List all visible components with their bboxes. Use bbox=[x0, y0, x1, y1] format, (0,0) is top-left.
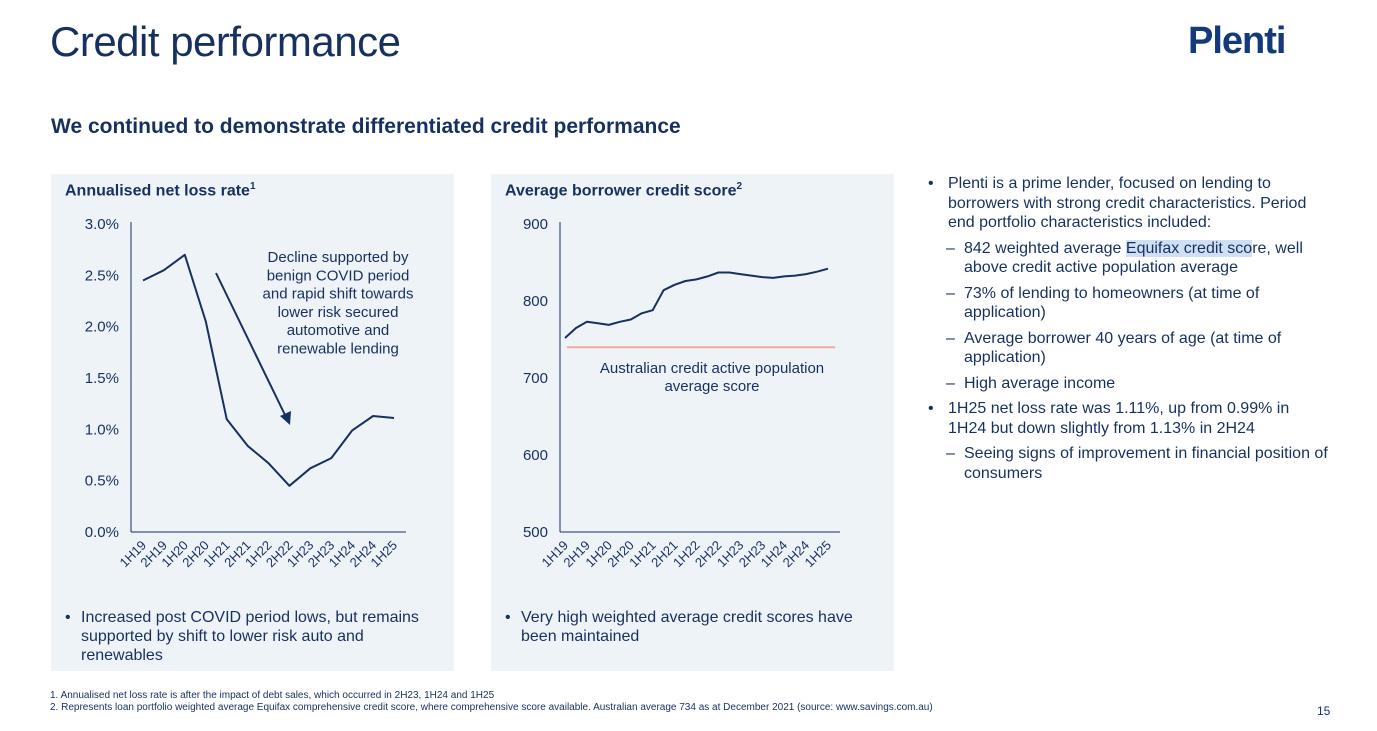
y-tick-label: 500 bbox=[523, 524, 548, 541]
commentary-sub-bullet: – Average borrower 40 years of age (at ti… bbox=[946, 329, 1282, 367]
commentary-sub-bullet: – Seeing signs of improvement in financia… bbox=[946, 445, 1328, 482]
commentary-bullet: • 1H25 net loss rate was 1.11%, up from 0… bbox=[928, 400, 1290, 437]
credit-score-chart: 5006007008009001H192H191H202H201H212H211… bbox=[523, 216, 840, 570]
commentary: • Plenti is a prime lender, focused on le… bbox=[928, 174, 1328, 489]
commentary-sub-bullet: –73% of lending to homeowners (at time o… bbox=[946, 284, 1260, 322]
loss-rate-panel: Annualised net loss rate1 0.0% 0.5% 1.0% 1.… bbox=[51, 174, 454, 671]
footnotes: 1. Annualised net loss rate is after the… bbox=[50, 690, 933, 714]
loss-rate-chart-title: Annualised net loss rate1 bbox=[65, 181, 256, 200]
reference-label: average score bbox=[664, 378, 759, 395]
y-tick-label: 2.0% bbox=[85, 319, 119, 336]
y-tick-label: 0.5% bbox=[85, 473, 119, 490]
y-tick-label: 1.0% bbox=[85, 421, 119, 438]
credit-score-panel: Average borrower credit score2 500 600 700… bbox=[491, 174, 894, 671]
y-tick-label: 700 bbox=[523, 370, 548, 387]
bullet-icon: • bbox=[65, 609, 71, 626]
bullet-icon: • bbox=[928, 175, 934, 192]
credit-score-note: • Very high weighted average credit scor… bbox=[505, 609, 853, 645]
y-tick-label: 0.0% bbox=[85, 524, 119, 541]
highlighted-text: Equifax credit sco bbox=[1125, 239, 1253, 257]
reference-label: Australian credit active population bbox=[600, 360, 824, 377]
annotation-text: benign COVID period bbox=[267, 267, 410, 284]
arrow-head-icon bbox=[280, 411, 291, 425]
annotation-text: automotive and bbox=[287, 322, 390, 339]
section-subtitle: We continued to demonstrate differentiat… bbox=[51, 115, 681, 138]
y-tick-label: 3.0% bbox=[85, 216, 119, 233]
commentary-bullet: • Plenti is a prime lender, focused on le… bbox=[928, 175, 1307, 231]
dash-icon: – bbox=[946, 445, 955, 462]
commentary-sub-bullet: – High average income bbox=[946, 374, 1116, 392]
bullet-icon: • bbox=[505, 609, 511, 626]
y-tick-label: 2.5% bbox=[85, 267, 119, 284]
y-tick-label: 900 bbox=[523, 216, 548, 233]
annotation-text: and rapid shift towards bbox=[263, 286, 414, 303]
footnote-1: 1. Annualised net loss rate is after the… bbox=[50, 690, 495, 701]
series-line bbox=[564, 267, 829, 339]
series-line bbox=[142, 253, 395, 487]
plenti-logo: Plenti bbox=[1188, 20, 1286, 62]
page-title: Credit performance bbox=[50, 18, 401, 65]
annotation-text: renewable lending bbox=[277, 341, 399, 358]
y-tick-label: 1.5% bbox=[85, 370, 119, 387]
footnote-2: 2. Represents loan portfolio weighted av… bbox=[50, 702, 933, 713]
dash-icon: – bbox=[946, 284, 955, 302]
credit-score-chart-title: Average borrower credit score2 bbox=[505, 181, 743, 200]
annotation-text: Decline supported by bbox=[268, 249, 409, 266]
bullet-icon: • bbox=[928, 400, 934, 417]
dash-icon: – bbox=[946, 239, 955, 257]
annotation-arrow-line bbox=[215, 272, 287, 418]
dash-icon: – bbox=[946, 374, 955, 392]
page-number: 15 bbox=[1317, 704, 1331, 718]
loss-rate-note: • Increased post COVID period lows, but … bbox=[65, 609, 419, 664]
dash-icon: – bbox=[946, 329, 955, 347]
commentary-sub-bullet: –842 weighted average Equifax credit sco… bbox=[946, 239, 1303, 276]
y-tick-label: 600 bbox=[523, 447, 548, 464]
y-tick-label: 800 bbox=[523, 293, 548, 310]
annotation-text: lower risk secured bbox=[278, 304, 399, 321]
loss-rate-chart: 0.0%0.5%1.0%1.5%2.0%2.5%3.0%1H192H191H20… bbox=[85, 216, 414, 570]
